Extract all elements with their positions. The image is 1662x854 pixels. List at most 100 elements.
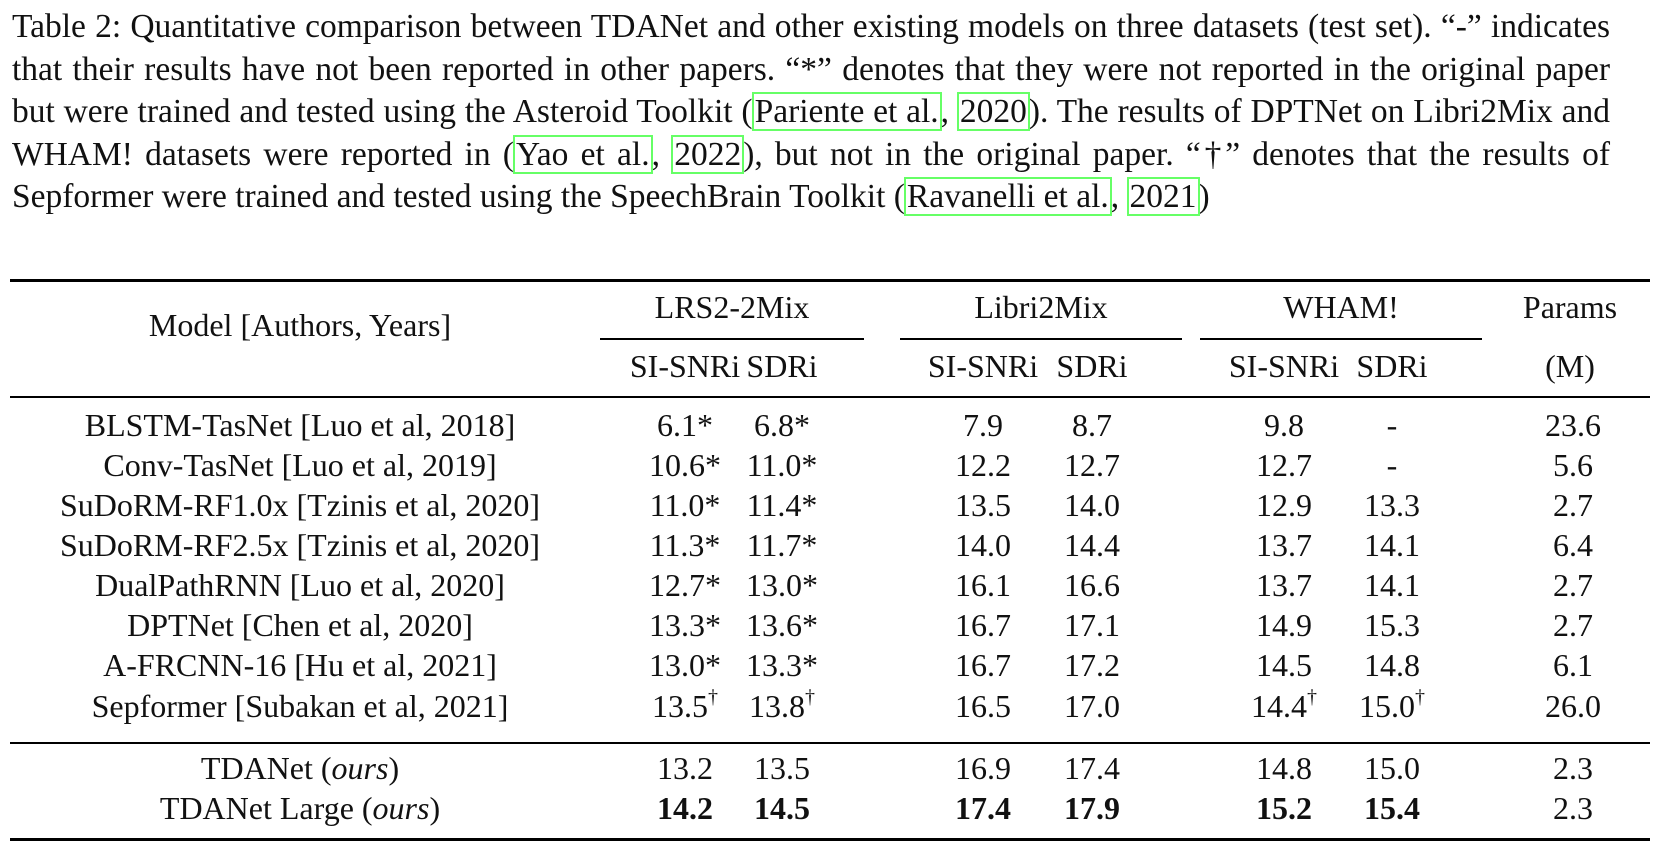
table-ours-rule (10, 742, 1650, 744)
table-cell: 14.0 (955, 527, 1011, 563)
caption-text-1: Table 2: Quantitative comparison between… (12, 8, 1610, 130)
header-group-wham: WHAM! (1283, 289, 1399, 325)
model-name: SuDoRM-RF2.5x [Tzinis et al, 2020] (60, 527, 540, 563)
table-cell: 12.7 (1064, 447, 1120, 483)
table-cell: 13.8† (749, 686, 815, 724)
table-cell: 13.0* (649, 647, 721, 683)
table-cell: 14.5 (754, 790, 810, 826)
table-top-rule (10, 279, 1650, 282)
table-bottom-rule (10, 838, 1650, 841)
table-cell: 15.2 (1256, 790, 1312, 826)
model-name: A-FRCNN-16 [Hu et al, 2021] (103, 647, 497, 683)
table-cell: 13.3 (1364, 487, 1420, 523)
table-cell: 6.1* (657, 407, 713, 443)
subheader-si-snri: SI-SNRi (1228, 348, 1340, 384)
citation-link-ravanelli-year[interactable]: 2021 (1126, 177, 1200, 216)
table-cell: 13.3* (649, 607, 721, 643)
table-cell: 13.5† (652, 686, 718, 724)
citation-link-yao-year[interactable]: 2022 (671, 134, 745, 174)
caption-separator-1: , (940, 93, 958, 130)
dagger-mark: † (1415, 686, 1425, 709)
table-cell: 15.4 (1364, 790, 1420, 826)
table-cell: - (1386, 407, 1398, 443)
ours-tag: ours (372, 790, 430, 826)
header-model: Model [Authors, Years] (148, 307, 452, 343)
table-cell: 2.3 (1553, 790, 1593, 826)
header-params-unit: (M) (1545, 348, 1595, 384)
model-name-text: TDANet Large (159, 790, 354, 826)
table-cell: 13.3* (746, 647, 818, 683)
citation-link-pariente-year[interactable]: 2020 (956, 92, 1030, 131)
table-cell: 13.6* (746, 607, 818, 643)
table-cell: 13.0* (746, 567, 818, 603)
table-cell: 16.7 (955, 607, 1011, 643)
citation-link-ravanelli-author[interactable]: Ravanelli et al. (903, 177, 1112, 216)
table-cell: 2.7 (1553, 567, 1593, 603)
table-cell: 12.9 (1256, 487, 1312, 523)
group-rule-lrs2 (600, 338, 864, 340)
table-cell: 14.8 (1364, 647, 1420, 683)
model-name-ours: TDANet Large (ours) (159, 790, 441, 826)
model-name-ours: TDANet (ours) (200, 750, 400, 786)
table-cell: 13.7 (1256, 527, 1312, 563)
model-name-text: TDANet (200, 750, 313, 786)
table-cell: 13.2 (657, 750, 713, 786)
header-group-libri2mix: Libri2Mix (974, 289, 1108, 325)
table-cell: 17.1 (1064, 607, 1120, 643)
table-cell: 17.0 (1064, 688, 1120, 724)
table-cell: 15.0 (1364, 750, 1420, 786)
model-name: Conv-TasNet [Luo et al, 2019] (103, 447, 497, 483)
citation-link-pariente-author[interactable]: Pariente et al. (751, 92, 942, 131)
citation-link-yao-author[interactable]: Yao et al. (512, 134, 653, 174)
table-cell: 14.0 (1064, 487, 1120, 523)
table-cell: 13.7 (1256, 567, 1312, 603)
caption-text-3: ), but not in the original paper. “†” de… (12, 135, 1611, 216)
ours-tag: ours (331, 750, 389, 786)
table-cell: 16.9 (955, 750, 1011, 786)
table-cell: 8.7 (1072, 407, 1112, 443)
table-cell: 13.5 (754, 750, 810, 786)
table-cell: 9.8 (1264, 407, 1304, 443)
dagger-mark: † (708, 686, 718, 709)
table-cell: 16.6 (1064, 567, 1120, 603)
table-cell: 5.6 (1553, 447, 1593, 483)
table-cell: 6.1 (1553, 647, 1593, 683)
table-cell: 13.5 (955, 487, 1011, 523)
group-rule-libri2mix (900, 338, 1182, 340)
table-cell: 26.0 (1545, 688, 1601, 724)
subheader-si-snri: SI-SNRi (927, 348, 1039, 384)
model-name: Sepformer [Subakan et al, 2021] (91, 688, 509, 724)
caption-separator-3: , (1110, 178, 1128, 215)
subheader-sdri: SDRi (1356, 348, 1428, 384)
model-name: DualPathRNN [Luo et al, 2020] (95, 567, 505, 603)
group-rule-wham (1200, 338, 1482, 340)
table-cell: 6.8* (754, 407, 810, 443)
table-cell: 16.7 (955, 647, 1011, 683)
table-cell: 17.2 (1064, 647, 1120, 683)
table-cell: 15.3 (1364, 607, 1420, 643)
model-name: SuDoRM-RF1.0x [Tzinis et al, 2020] (60, 487, 540, 523)
table-cell: 11.0* (746, 447, 818, 483)
table-cell: 14.9 (1256, 607, 1312, 643)
caption-text-2: ). The results of DPTNet on Libri2Mix an… (12, 93, 1610, 173)
table-cell: 7.9 (963, 407, 1003, 443)
table-cell: 14.8 (1256, 750, 1312, 786)
table-cell: 11.0* (649, 487, 721, 523)
dagger-mark: † (805, 686, 815, 709)
table-cell: 14.2 (657, 790, 713, 826)
table-cell: 11.7* (746, 527, 818, 563)
caption-text-4: ) (1198, 178, 1210, 215)
table-cell: 11.3* (649, 527, 721, 563)
table-cell: - (1386, 447, 1398, 483)
table-cell: 12.7 (1256, 447, 1312, 483)
table-cell: 23.6 (1545, 407, 1601, 443)
table-cell: 14.1 (1364, 527, 1420, 563)
table-cell: 17.9 (1064, 790, 1120, 826)
model-name: BLSTM-TasNet [Luo et al, 2018] (84, 407, 516, 443)
model-name: DPTNet [Chen et al, 2020] (127, 607, 473, 643)
table-cell: 14.4 (1064, 527, 1120, 563)
table-cell: 12.2 (955, 447, 1011, 483)
table-cell: 14.1 (1364, 567, 1420, 603)
table-cell: 6.4 (1553, 527, 1593, 563)
table-cell: 2.7 (1553, 487, 1593, 523)
